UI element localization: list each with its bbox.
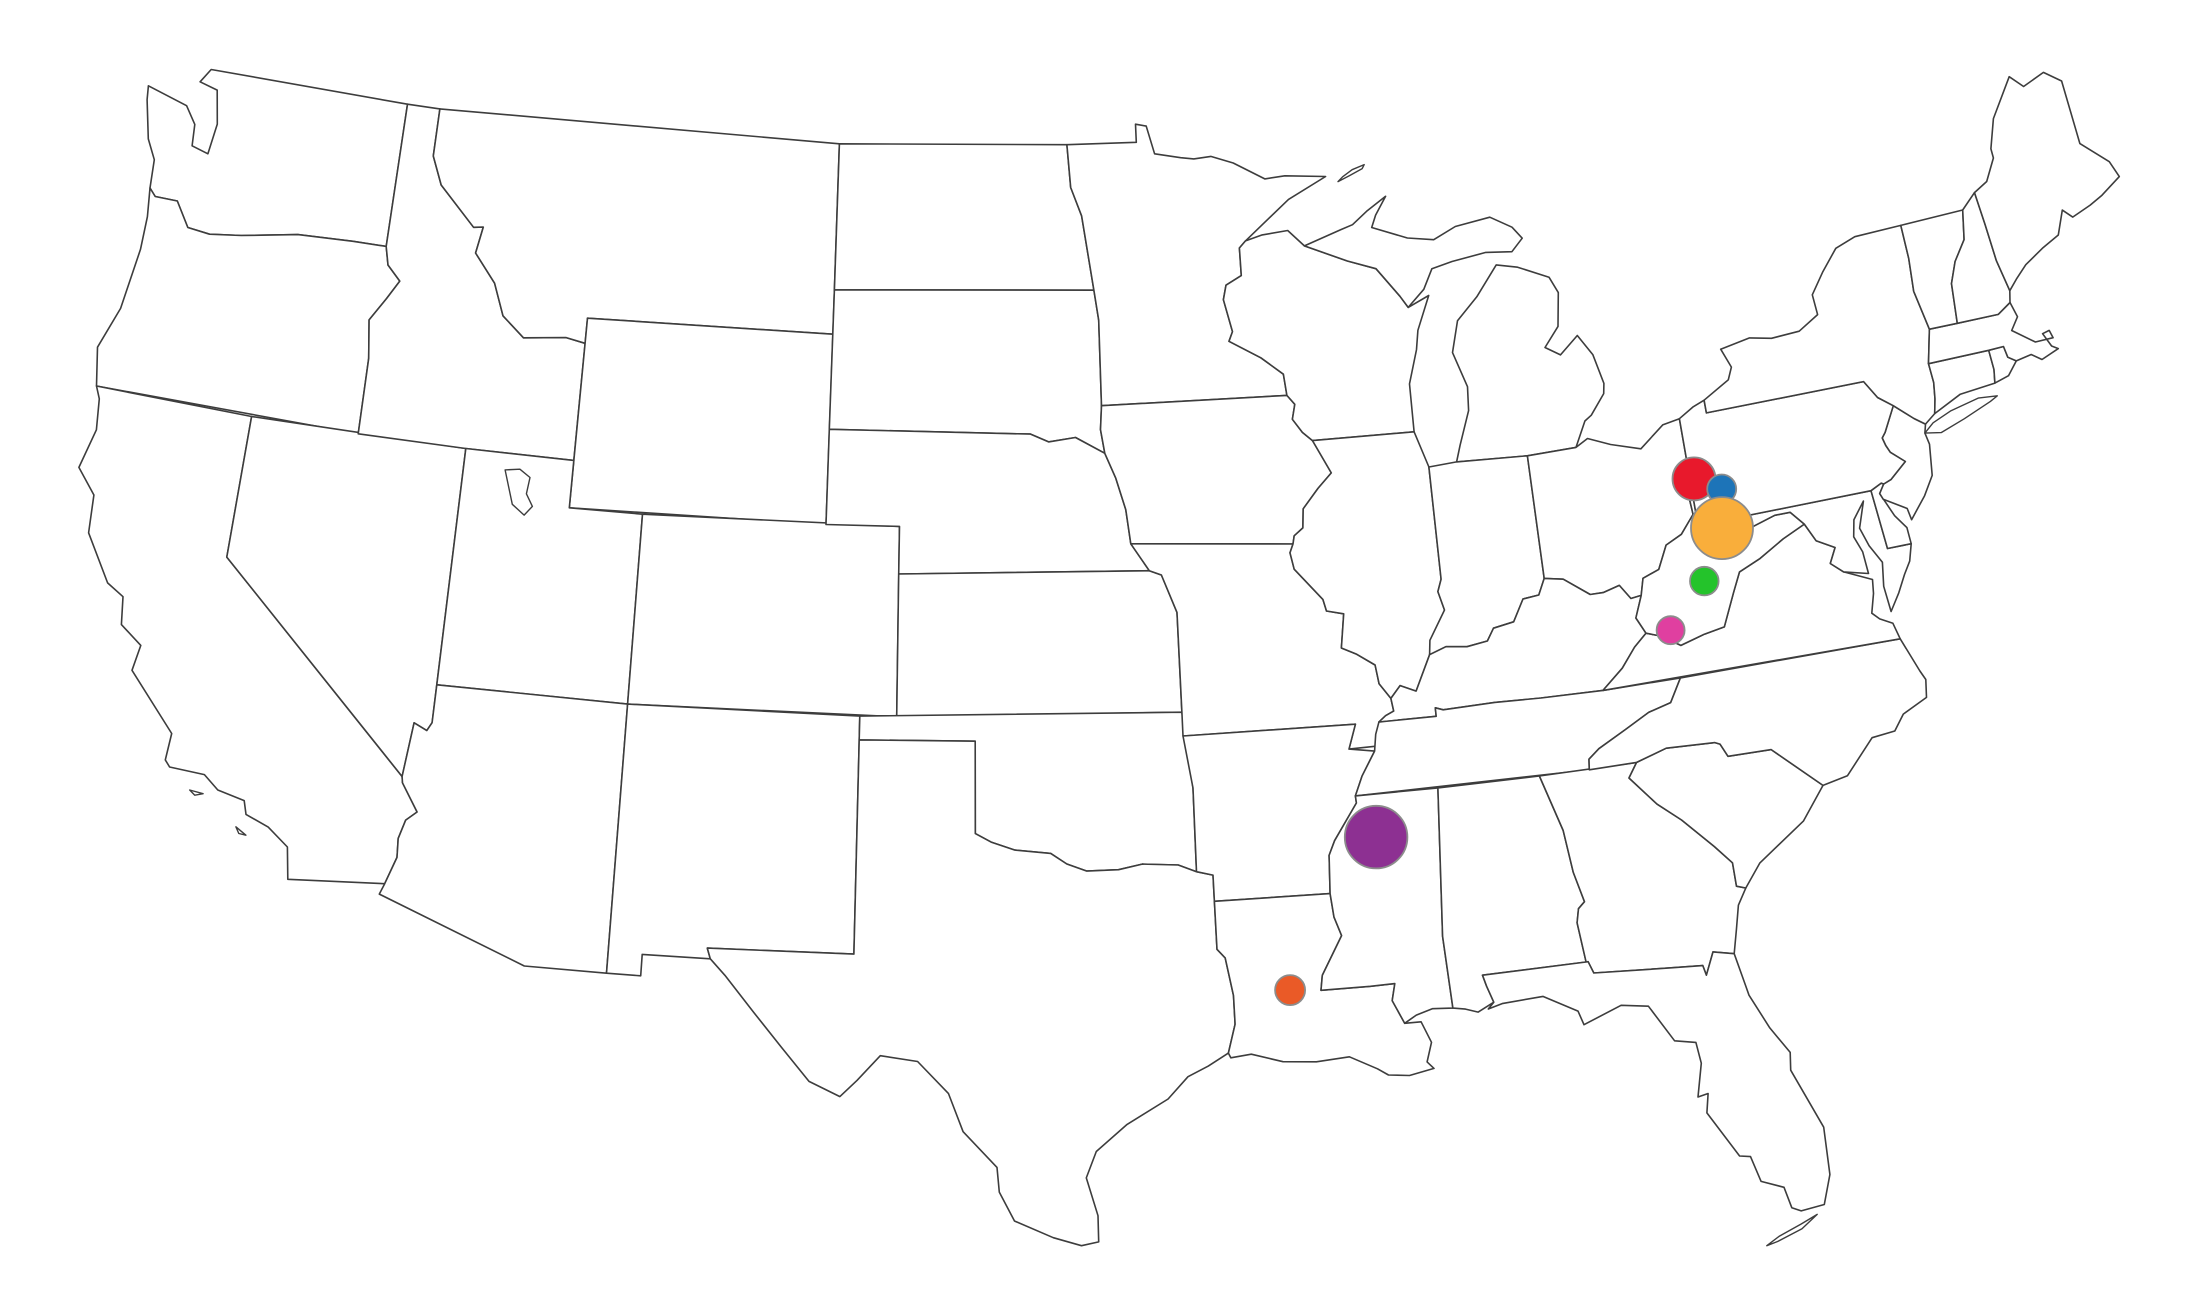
state-me [1973, 71, 2121, 292]
great-salt-lake [504, 468, 534, 516]
state-az [378, 684, 629, 974]
bubble-purple[interactable] [1343, 804, 1409, 870]
long-island [1924, 395, 1998, 434]
state-mi-up [1303, 195, 1523, 309]
state-wy [568, 317, 834, 526]
state-nd [833, 143, 1095, 291]
states-layer [78, 68, 2121, 1247]
santa-cruz-island [189, 789, 204, 796]
isle-royale [1337, 163, 1365, 183]
state-nc [1588, 638, 1928, 787]
bubble-magenta[interactable] [1655, 615, 1686, 646]
state-md [1734, 489, 1912, 613]
extras-layer [189, 163, 1998, 1247]
state-wa [146, 68, 409, 248]
bubble-green[interactable] [1689, 565, 1720, 597]
state-sd [828, 289, 1106, 455]
state-mi-lp [1451, 264, 1605, 463]
florida-keys [1766, 1213, 1818, 1247]
state-tx [706, 739, 1236, 1247]
state-nm [605, 703, 861, 977]
state-fl [1481, 951, 1831, 1212]
bubble-orange[interactable] [1690, 496, 1754, 560]
bubble-orange-red[interactable] [1274, 974, 1306, 1006]
catalina-island [235, 826, 247, 836]
bubbles-layer [1274, 456, 1754, 1006]
state-co [626, 513, 901, 718]
state-ks [895, 569, 1183, 718]
